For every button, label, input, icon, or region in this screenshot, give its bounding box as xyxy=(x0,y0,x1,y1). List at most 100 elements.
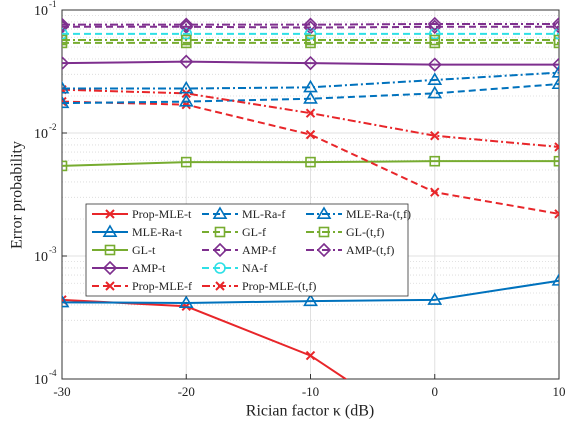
marker xyxy=(554,142,559,152)
marker xyxy=(553,155,559,167)
legend-label: AMP-t xyxy=(132,261,166,275)
y-tick-label: 10 xyxy=(34,4,48,19)
marker xyxy=(62,55,70,71)
series-line xyxy=(62,100,559,215)
legend-label: Prop-MLE-(t,f) xyxy=(242,279,316,293)
marker xyxy=(62,80,70,94)
marker xyxy=(62,17,70,32)
marker xyxy=(212,206,228,219)
marker xyxy=(215,281,225,291)
series-line xyxy=(62,279,559,304)
marker xyxy=(303,79,318,93)
y-tick-label: 10 xyxy=(34,373,48,388)
legend-label: ML-Ra-f xyxy=(242,207,285,221)
marker xyxy=(105,281,115,291)
marker xyxy=(303,293,318,307)
marker xyxy=(212,242,228,258)
marker xyxy=(551,273,559,286)
legend-box xyxy=(85,203,409,297)
y-tick-label: 10 xyxy=(34,250,48,265)
marker xyxy=(427,292,443,305)
marker xyxy=(305,108,316,118)
marker xyxy=(305,129,316,140)
marker xyxy=(430,187,440,197)
marker xyxy=(553,34,559,46)
legend-label: GL-(t,f) xyxy=(346,225,384,239)
marker xyxy=(214,226,226,238)
marker xyxy=(551,57,559,72)
series-line xyxy=(62,25,559,29)
marker xyxy=(554,209,559,219)
legend-label: NA-f xyxy=(242,261,267,275)
legend-label: Prop-MLE-f xyxy=(132,279,192,293)
marker xyxy=(178,295,194,308)
marker xyxy=(180,34,192,46)
legend: Prop-MLE-t MLE-Ra-t GL-t AMP-t Prop-MLE-f ML-… xyxy=(85,203,411,297)
marker xyxy=(429,155,441,167)
marker xyxy=(303,17,318,32)
plot-frame xyxy=(61,9,560,380)
marker xyxy=(105,209,115,219)
legend-label: GL-t xyxy=(132,243,156,257)
marker xyxy=(303,55,318,71)
marker xyxy=(551,16,559,32)
marker xyxy=(62,34,68,46)
marker xyxy=(62,96,67,107)
marker xyxy=(180,156,192,168)
legend-label: MLE-Ra-(t,f) xyxy=(346,207,411,221)
marker xyxy=(178,94,194,107)
x-tick-label: 0 xyxy=(432,384,439,399)
y-tick-label: 10 xyxy=(34,127,48,142)
y-axis-label: Error probability xyxy=(9,141,26,249)
marker xyxy=(102,260,118,276)
x-axis-label: Rician factor κ (dB) xyxy=(246,403,374,420)
marker xyxy=(180,28,193,40)
marker xyxy=(214,262,226,274)
marker xyxy=(305,350,316,361)
marker xyxy=(551,64,559,78)
marker xyxy=(102,224,118,237)
marker xyxy=(62,160,68,172)
marker xyxy=(429,34,441,46)
legend-label: AMP-(t,f) xyxy=(346,243,394,257)
marker xyxy=(427,16,442,32)
marker xyxy=(62,294,70,308)
marker xyxy=(305,34,316,46)
y-tick-superscript: -2 xyxy=(49,122,57,132)
legend-label: Prop-MLE-t xyxy=(132,207,192,221)
marker xyxy=(304,28,317,40)
marker xyxy=(178,80,194,94)
marker xyxy=(427,85,443,99)
marker xyxy=(104,244,116,256)
x-tick-label: 10 xyxy=(553,384,566,399)
marker xyxy=(427,57,442,72)
y-tick-superscript: -4 xyxy=(49,368,57,378)
marker xyxy=(305,156,316,168)
x-tick-label: -10 xyxy=(302,384,319,399)
series-line xyxy=(62,71,559,90)
marker xyxy=(427,72,443,85)
legend-label: MLE-Ra-t xyxy=(132,225,183,239)
marker xyxy=(316,206,332,219)
marker xyxy=(431,434,439,438)
y-tick-superscript: -1 xyxy=(49,0,57,9)
marker xyxy=(553,28,559,40)
marker xyxy=(62,95,70,109)
series-line xyxy=(62,88,559,148)
x-tick-label: -30 xyxy=(53,384,70,399)
series-line xyxy=(62,22,559,26)
legend-label: GL-f xyxy=(242,225,266,239)
marker xyxy=(62,28,68,40)
marker xyxy=(303,91,318,104)
marker xyxy=(179,54,194,69)
series-line xyxy=(62,160,559,167)
series-line xyxy=(62,60,559,66)
x-tick-label: -20 xyxy=(178,384,195,399)
y-tick-superscript: -3 xyxy=(49,245,57,255)
plot-area xyxy=(62,16,559,438)
marker xyxy=(318,226,330,238)
marker xyxy=(551,19,559,34)
legend-label: AMP-f xyxy=(242,243,276,257)
